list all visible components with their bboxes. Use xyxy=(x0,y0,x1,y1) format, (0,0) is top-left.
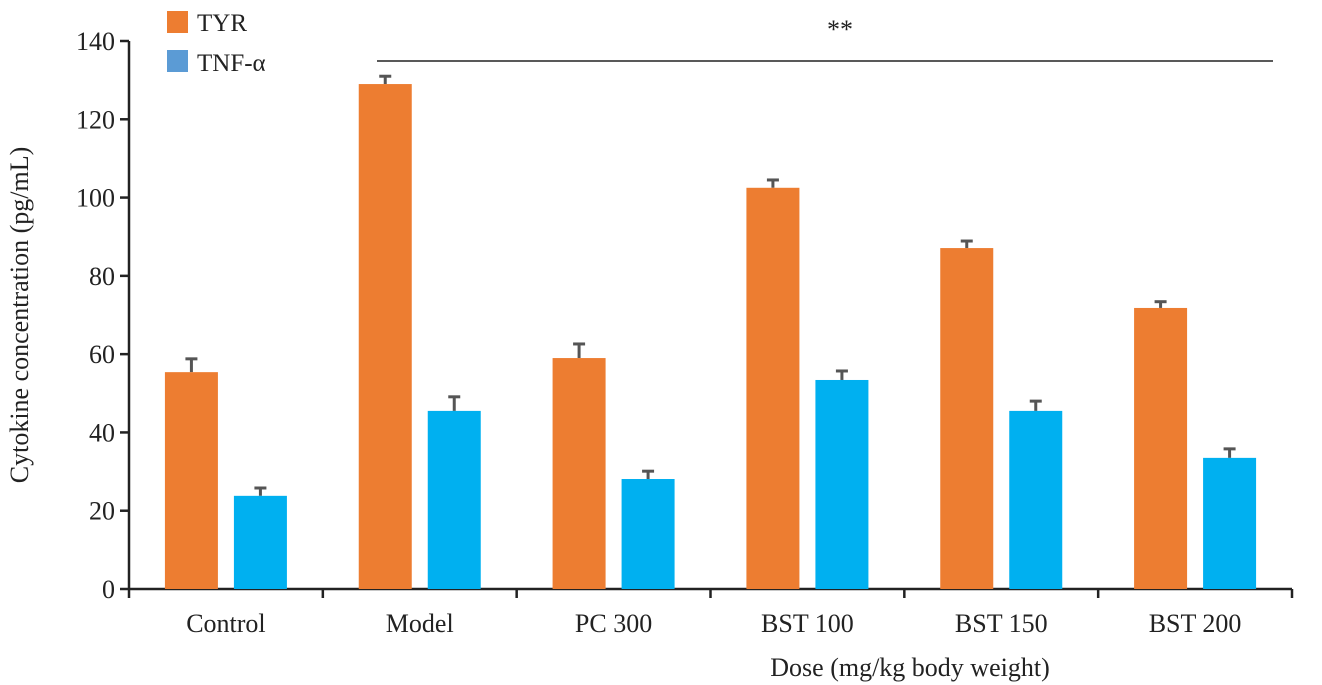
bar-tnf xyxy=(621,479,675,589)
y-axis-label: Cytokine concentration (pg/mL) xyxy=(5,147,34,483)
significance-annotation: ** xyxy=(827,15,853,44)
bar-tyr xyxy=(552,358,606,589)
legend: TYR TNF-α xyxy=(167,10,266,77)
x-tick-label: BST 150 xyxy=(955,609,1048,638)
bar-tnf xyxy=(1009,410,1063,589)
x-tick-label: PC 300 xyxy=(575,609,652,638)
bar-tnf xyxy=(1203,457,1257,589)
bar-tyr xyxy=(746,187,800,590)
bar-tyr xyxy=(1134,307,1188,589)
bar-tyr xyxy=(358,84,412,590)
legend-swatch-tyr xyxy=(167,11,188,33)
y-tick-label: 60 xyxy=(89,340,115,369)
x-tick-label: Model xyxy=(386,609,454,638)
y-tick-label: 20 xyxy=(89,497,115,526)
y-tick-label: 140 xyxy=(76,27,115,56)
y-tick-label: 80 xyxy=(89,262,115,291)
y-tick-label: 120 xyxy=(76,105,115,134)
x-tick-label: BST 100 xyxy=(761,609,854,638)
legend-swatch-tnf xyxy=(167,50,188,72)
bar-tyr xyxy=(164,372,218,589)
bar-tnf xyxy=(233,495,287,589)
y-tick-label: 40 xyxy=(89,418,115,447)
bar-tnf xyxy=(427,410,481,589)
x-tick-label: BST 200 xyxy=(1149,609,1242,638)
y-tick-label: 0 xyxy=(102,575,115,604)
bar-tyr xyxy=(940,248,994,589)
x-tick-label: Control xyxy=(186,609,265,638)
legend-label-tyr: TYR xyxy=(197,10,247,37)
bar-tnf xyxy=(815,379,869,589)
y-tick-label: 100 xyxy=(76,184,115,213)
legend-label-tnf: TNF-α xyxy=(197,50,266,77)
x-axis-label: Dose (mg/kg body weight) xyxy=(770,653,1049,682)
